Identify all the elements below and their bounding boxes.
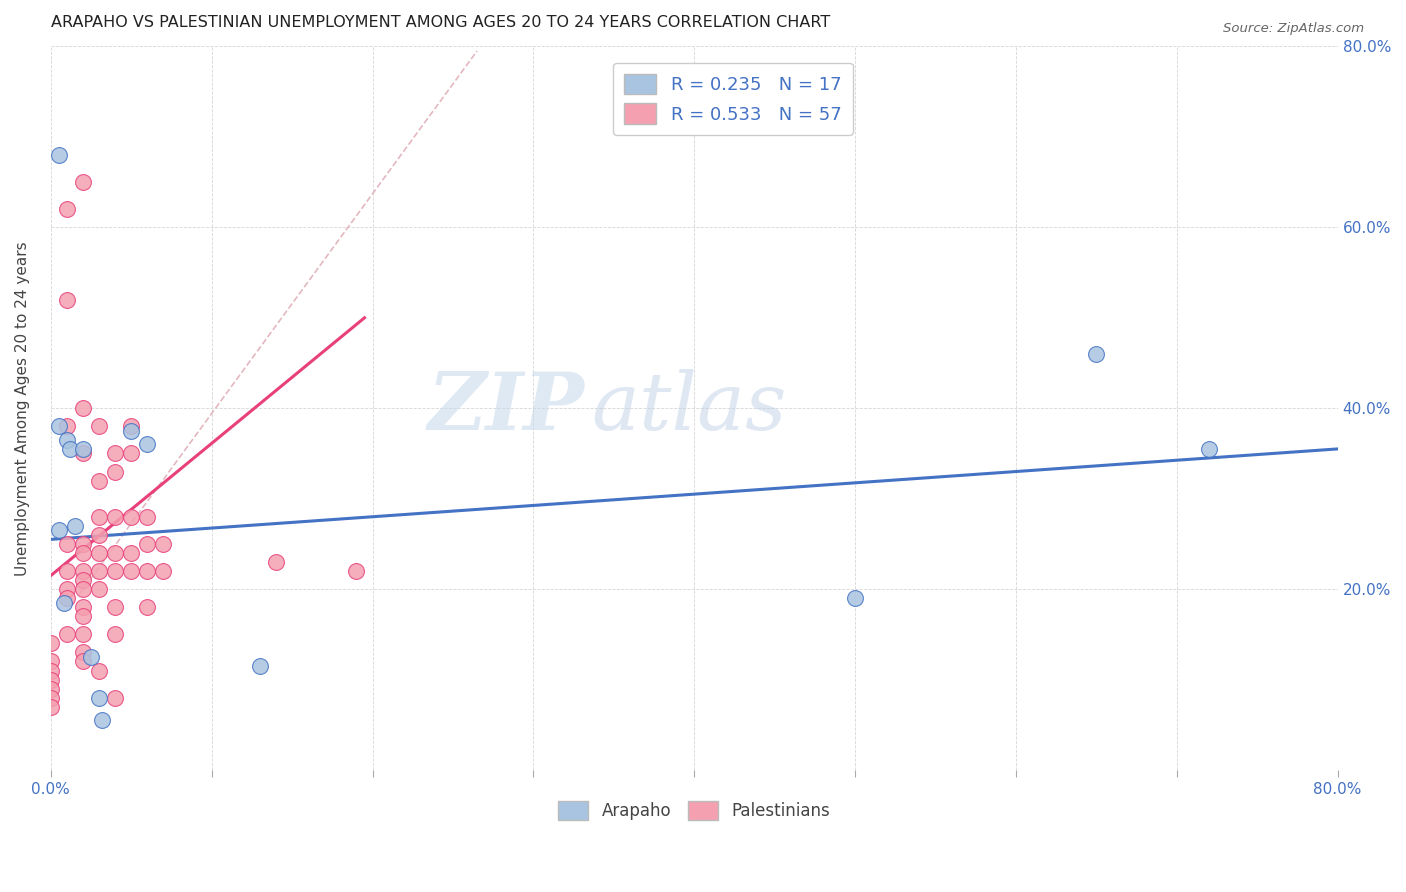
Point [72,573,94,587]
Point [48,148,70,162]
Point [120,546,142,560]
Point [136,600,159,615]
Text: Source: ZipAtlas.com: Source: ZipAtlas.com [1223,22,1364,36]
Point [136,537,159,551]
Point [87,419,110,434]
Point [844,591,866,606]
Point [39,690,62,705]
Point [104,465,127,479]
Point [56,293,79,307]
Point [39,636,62,650]
Point [120,424,142,438]
Point [152,564,174,578]
Point [1085,347,1108,361]
Point [56,591,79,606]
Point [87,582,110,596]
Point [87,546,110,560]
Point [72,582,94,596]
Point [346,564,368,578]
Point [104,564,127,578]
Point [39,655,62,669]
Point [72,564,94,578]
Point [80,649,103,664]
Point [72,609,94,624]
Point [72,655,94,669]
Point [104,690,127,705]
Point [136,437,159,451]
Point [59,442,82,456]
Point [72,600,94,615]
Point [72,446,94,460]
Point [72,175,94,189]
Point [56,433,79,447]
Point [72,627,94,641]
Point [56,627,79,641]
Point [39,664,62,678]
Point [72,442,94,456]
Point [56,537,79,551]
Point [72,546,94,560]
Point [120,564,142,578]
Point [152,537,174,551]
Point [87,474,110,488]
Point [87,690,110,705]
Point [104,627,127,641]
Point [136,564,159,578]
Legend: Arapaho, Palestinians: Arapaho, Palestinians [551,794,837,827]
Point [56,564,79,578]
Point [104,600,127,615]
Point [39,699,62,714]
Point [48,524,70,538]
Point [136,509,159,524]
Point [91,713,114,727]
Text: ZIP: ZIP [427,369,585,447]
Point [39,681,62,696]
Point [87,664,110,678]
Point [72,401,94,416]
Point [1198,442,1220,456]
Point [120,509,142,524]
Point [120,419,142,434]
Point [104,446,127,460]
Y-axis label: Unemployment Among Ages 20 to 24 years: Unemployment Among Ages 20 to 24 years [15,241,30,575]
Point [87,509,110,524]
Point [87,528,110,542]
Text: atlas: atlas [592,369,787,447]
Point [56,582,79,596]
Point [72,537,94,551]
Point [120,446,142,460]
Point [39,673,62,687]
Point [104,546,127,560]
Point [56,202,79,217]
Point [63,518,86,533]
Point [104,509,127,524]
Point [56,419,79,434]
Point [52,596,75,610]
Point [48,419,70,434]
Text: ARAPAHO VS PALESTINIAN UNEMPLOYMENT AMONG AGES 20 TO 24 YEARS CORRELATION CHART: ARAPAHO VS PALESTINIAN UNEMPLOYMENT AMON… [51,15,830,30]
Point [249,659,271,673]
Point [264,555,287,569]
Point [72,645,94,659]
Point [87,564,110,578]
